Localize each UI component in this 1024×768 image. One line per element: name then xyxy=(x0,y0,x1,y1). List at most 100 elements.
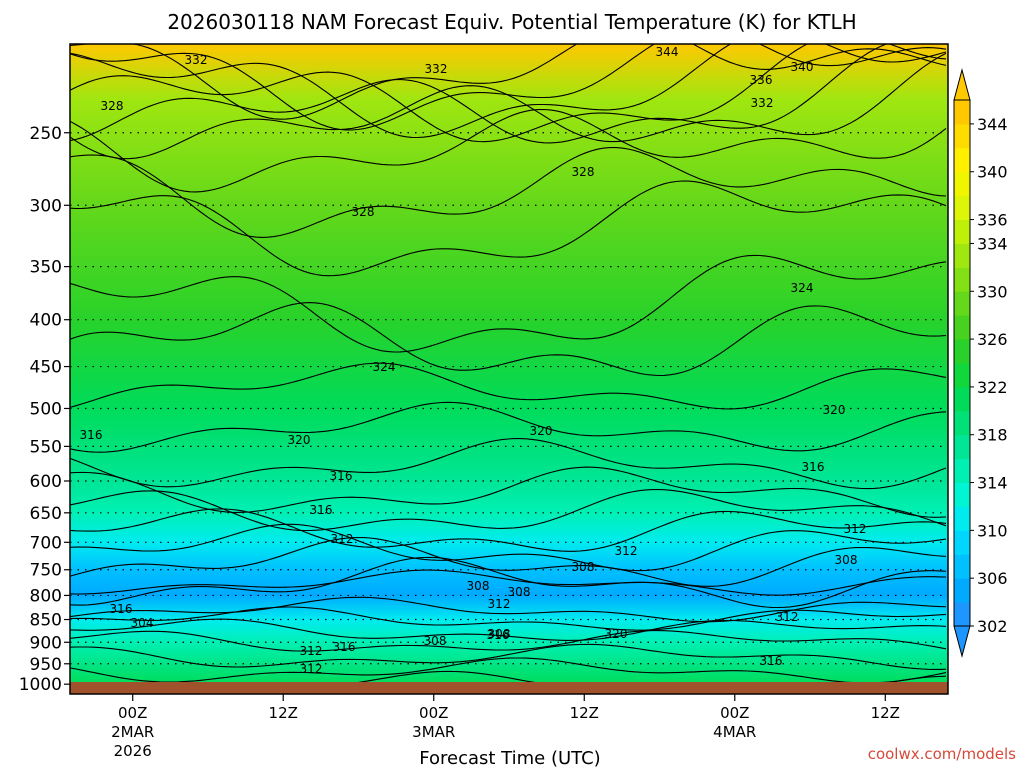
contour-label: 344 xyxy=(656,45,679,59)
contour-line xyxy=(70,536,947,587)
contour-label: 304 xyxy=(131,616,154,630)
colorbar-segment xyxy=(954,506,970,531)
y-tick-label: 550 xyxy=(30,437,62,457)
colorbar-segment xyxy=(954,363,970,388)
contour-label: 332 xyxy=(425,62,448,76)
contour-label: 320 xyxy=(823,403,846,417)
colorbar-segment xyxy=(954,123,970,149)
contour-line xyxy=(70,657,947,684)
contour-label: 312 xyxy=(488,597,511,611)
contour-line xyxy=(70,44,947,131)
y-tick-label: 350 xyxy=(30,258,62,278)
contour-line xyxy=(70,44,947,120)
contour-label: 308 xyxy=(835,553,858,567)
plot-frame xyxy=(69,43,949,695)
contour-line xyxy=(70,180,947,277)
y-tick-label: 950 xyxy=(30,655,62,675)
colorbar-segment xyxy=(954,578,970,603)
y-tick-label: 400 xyxy=(30,311,62,331)
x-tick-label: 00Z xyxy=(118,704,147,722)
contour-line xyxy=(70,488,947,532)
contour-line xyxy=(70,569,947,596)
y-tick-label: 700 xyxy=(30,533,62,553)
contour-label: 312 xyxy=(615,544,638,558)
contour-label: 316 xyxy=(110,602,133,616)
contour-line xyxy=(70,401,947,453)
contour-line xyxy=(70,523,947,572)
contour-line xyxy=(70,556,947,609)
x-tick-label: 12Z xyxy=(269,704,298,722)
colorbar-segment xyxy=(954,339,970,364)
x-tick-label: 2026 xyxy=(114,742,152,760)
contour-label: 328 xyxy=(572,165,595,179)
colorbar-frame xyxy=(953,99,971,627)
y-tick-label: 450 xyxy=(30,358,62,378)
contour-line xyxy=(70,466,947,518)
contour-label: 312 xyxy=(300,644,323,658)
colorbar-segment xyxy=(954,147,970,173)
x-tick-label: 00Z xyxy=(720,704,749,722)
colorbar-tick-label: 302 xyxy=(977,617,1008,636)
colorbar-tick-label: 326 xyxy=(977,330,1008,349)
colorbar-tick-label: 318 xyxy=(977,426,1008,445)
contour-labels: 332 332 328 344 340 336 332 328 328 324 324 320 320 3… xyxy=(80,45,867,676)
contour-label: 316 xyxy=(330,469,353,483)
contour-label: 316 xyxy=(310,503,333,517)
colorbar-extend-top xyxy=(953,68,971,101)
chart-title: 2026030118 NAM Forecast Equiv. Potential… xyxy=(167,10,856,34)
contour-label: 312 xyxy=(776,610,799,624)
colorbar-segment xyxy=(954,554,970,579)
contour-line xyxy=(70,596,947,623)
contour-label: 308 xyxy=(488,627,511,641)
contour-label: 316 xyxy=(760,654,783,668)
colorbar-segment xyxy=(954,195,970,221)
colorbar-segment xyxy=(954,100,970,125)
contour-label: 328 xyxy=(101,99,124,113)
y-tick-label: 1000 xyxy=(19,675,62,695)
contour-label: 316 xyxy=(487,628,510,642)
contour-label: 308 xyxy=(572,560,595,574)
contour-label: 328 xyxy=(352,205,375,219)
contour-line xyxy=(70,44,946,144)
colorbar: 302 306 310 314 318 322 326 330 334 336 340 344 xyxy=(953,68,1008,658)
contour-line xyxy=(70,108,947,193)
colorbar-segment xyxy=(954,267,970,292)
y-tick-label: 850 xyxy=(30,611,62,631)
contour-label: 312 xyxy=(300,662,323,676)
colorbar-segment xyxy=(954,243,970,268)
terrain-bar xyxy=(70,682,948,694)
x-axis-label: Forecast Time (UTC) xyxy=(419,748,600,768)
x-tick-label: 2MAR xyxy=(111,723,154,741)
y-tick-label: 900 xyxy=(30,633,62,653)
y-tick-label: 600 xyxy=(30,472,62,492)
colorbar-segment xyxy=(954,315,970,340)
contour-label: 308 xyxy=(424,634,447,648)
contour-line xyxy=(70,508,947,552)
contour-label: 332 xyxy=(751,96,774,110)
contour-label: 340 xyxy=(791,60,814,74)
contour-label: 308 xyxy=(467,579,490,593)
colorbar-segment xyxy=(954,458,970,484)
credit-text: coolwx.com/models xyxy=(868,745,1016,763)
contour-line xyxy=(70,630,947,652)
contour-label: 316 xyxy=(80,428,103,442)
contour-label: 332 xyxy=(185,53,208,67)
colorbar-segment xyxy=(954,482,970,507)
contour-line xyxy=(70,44,947,139)
contour-label: 336 xyxy=(750,73,773,87)
colorbar-segment xyxy=(954,602,970,627)
x-tick-label: 4MAR xyxy=(713,723,756,741)
contour-label: 320 xyxy=(288,433,311,447)
colorbar-tick-label: 334 xyxy=(977,234,1008,253)
contour-label: 308 xyxy=(508,585,531,599)
colorbar-tick-label: 306 xyxy=(977,569,1008,588)
y-tick-label: 800 xyxy=(30,586,62,606)
colorbar-segment xyxy=(954,434,970,460)
x-tick-label: 12Z xyxy=(871,704,900,722)
colorbar-segment xyxy=(954,410,970,436)
contour-label: 324 xyxy=(373,360,396,374)
colorbar-segment xyxy=(954,386,970,412)
contour-label: 320 xyxy=(605,627,628,641)
colorbar-tick-label: 330 xyxy=(977,282,1008,301)
